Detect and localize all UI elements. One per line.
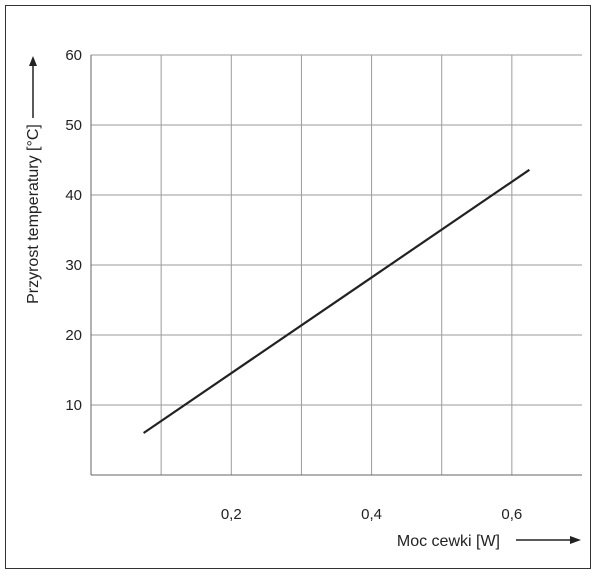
x-tick-label: 0,4 <box>361 506 382 523</box>
y-axis-arrow-icon <box>29 56 37 118</box>
y-tick-label: 40 <box>65 187 82 204</box>
y-tick-label: 60 <box>65 47 82 64</box>
x-tick-label: 0,2 <box>221 506 242 523</box>
x-tick-labels: 0,2 0,4 0,6 <box>221 506 522 523</box>
y-tick-label: 30 <box>65 257 82 274</box>
y-tick-label: 10 <box>65 397 82 414</box>
x-tick-label: 0,6 <box>501 506 522 523</box>
y-axis-title: Przyrost temperatury [°C] <box>25 124 42 304</box>
x-axis-title: Moc cewki [W] <box>397 533 500 550</box>
grid-lines <box>91 54 582 475</box>
y-tick-label: 50 <box>65 117 82 134</box>
plot-border <box>90 55 582 476</box>
series-lines <box>142 168 531 434</box>
series-line <box>142 168 531 434</box>
y-tick-labels: 10 20 30 40 50 60 <box>65 47 82 414</box>
x-axis-arrow-icon <box>516 536 581 544</box>
y-tick-label: 20 <box>65 327 82 344</box>
